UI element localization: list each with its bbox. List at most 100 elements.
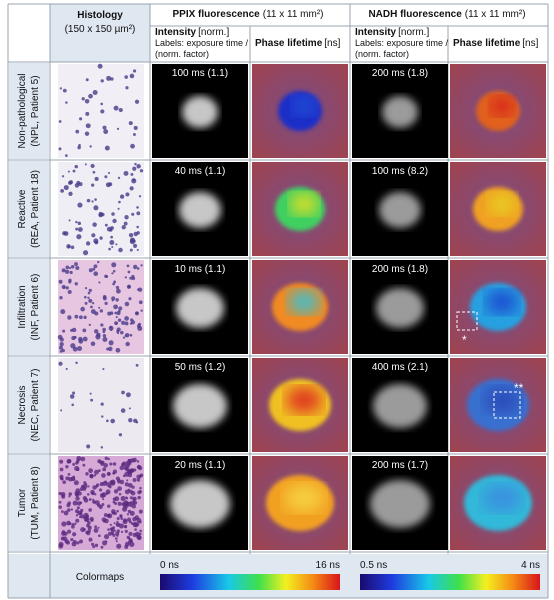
nucleus: [134, 311, 139, 316]
nucleus: [107, 171, 111, 175]
nucleus: [124, 215, 129, 220]
nucleus: [63, 510, 69, 516]
nucleus: [83, 481, 87, 485]
nucleus: [124, 526, 127, 529]
nucleus: [61, 284, 66, 289]
nucleus: [101, 415, 104, 418]
nucleus: [92, 500, 96, 504]
nucleus: [71, 524, 75, 529]
nucleus: [111, 262, 117, 268]
annotation: **: [514, 381, 524, 395]
nucleus: [65, 540, 70, 545]
nucleus: [130, 490, 136, 496]
nucleus: [115, 243, 118, 246]
phase-blob: [490, 96, 514, 116]
group-unit: (11 x 11 mm²): [263, 9, 324, 20]
nucleus: [132, 498, 136, 501]
nucleus: [140, 309, 143, 312]
nucleus: [134, 528, 137, 531]
nucleus: [131, 212, 135, 216]
nucleus: [85, 241, 91, 246]
nucleus: [108, 340, 114, 346]
column-title: Intensity [norm.]: [355, 27, 429, 38]
nucleus: [117, 332, 120, 335]
phase-blob: [286, 387, 322, 413]
cells: Non-pathological (NPL, Patient 5) 100 ms (…: [9, 63, 546, 590]
row-sublabel: (NPL, Patient 5): [30, 75, 41, 146]
nucleus: [124, 482, 130, 487]
nucleus: [58, 147, 62, 151]
nucleus: [89, 516, 94, 522]
nucleus: [72, 500, 78, 506]
nucleus: [102, 498, 105, 501]
nucleus: [83, 295, 87, 299]
nucleus: [118, 200, 121, 204]
nucleus: [89, 392, 92, 395]
nucleus: [92, 222, 97, 227]
nucleus: [116, 311, 121, 316]
nucleus: [85, 78, 89, 82]
nucleus: [60, 189, 65, 193]
nucleus: [65, 265, 70, 270]
nucleus: [106, 347, 110, 351]
nucleus: [100, 109, 105, 114]
nucleus: [90, 398, 94, 402]
nucleus: [94, 543, 99, 548]
nucleus: [129, 276, 133, 280]
nucleus: [133, 125, 138, 130]
nucleus: [58, 345, 63, 350]
nucleus: [79, 501, 83, 505]
nucleus: [112, 526, 115, 529]
nucleus: [111, 296, 116, 301]
nucleus: [114, 311, 118, 315]
nucleus: [128, 121, 133, 126]
nucleus: [75, 266, 80, 271]
nucleus: [69, 270, 73, 275]
nucleus: [132, 457, 137, 463]
nucleus: [102, 330, 106, 334]
nucleus: [109, 240, 115, 245]
phase-blob: [488, 193, 516, 215]
nucleus: [118, 523, 125, 529]
nucleus: [110, 226, 114, 230]
colormap-bar: [160, 574, 340, 590]
colormap-label: Colormaps: [76, 572, 124, 583]
intensity-blob: [376, 288, 424, 328]
nucleus: [135, 420, 139, 424]
nucleus: [104, 274, 108, 278]
nucleus: [93, 474, 97, 477]
nucleus: [84, 131, 90, 136]
nucleus: [120, 408, 126, 413]
nucleus: [109, 480, 113, 484]
nucleus: [139, 169, 144, 173]
nucleus: [119, 514, 123, 518]
intensity-blob: [176, 288, 224, 328]
nucleus: [114, 537, 118, 540]
nucleus: [94, 311, 99, 316]
nucleus: [77, 221, 82, 226]
nucleus: [79, 117, 83, 121]
nucleus: [62, 88, 67, 93]
nucleus: [132, 517, 137, 522]
column-note: Labels: exposure time /: [155, 38, 249, 48]
nucleus: [94, 469, 99, 475]
nucleus: [106, 419, 109, 423]
nucleus: [68, 495, 71, 498]
exposure-label: 20 ms (1.1): [175, 460, 226, 471]
exposure-label: 200 ms (1.7): [372, 460, 428, 471]
nucleus: [94, 176, 99, 182]
nucleus: [59, 459, 64, 464]
nucleus: [66, 244, 71, 249]
nucleus: [104, 145, 110, 151]
exposure-label: 50 ms (1.2): [175, 362, 226, 373]
nucleus: [131, 522, 134, 525]
nucleus: [136, 460, 140, 463]
nucleus: [120, 517, 124, 520]
intensity-blob: [379, 192, 421, 228]
nucleus: [58, 120, 62, 123]
nucleus: [120, 530, 124, 534]
nucleus: [89, 145, 92, 148]
nucleus: [136, 267, 140, 270]
nucleus: [87, 291, 91, 295]
nucleus: [138, 532, 142, 536]
